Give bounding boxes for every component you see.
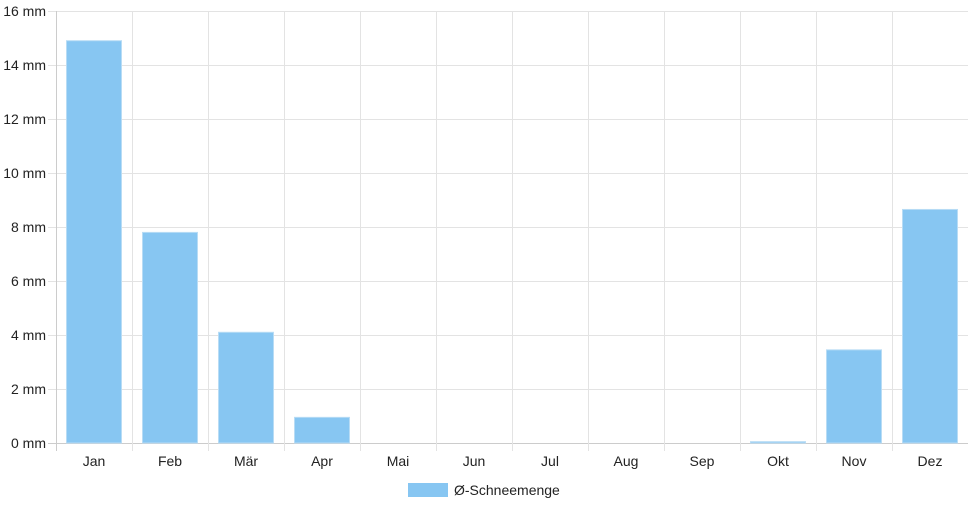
y-tick-label: 4 mm	[11, 327, 46, 343]
y-tick-label: 12 mm	[3, 111, 46, 127]
x-tick-label: Nov	[842, 453, 867, 469]
y-tick-label: 0 mm	[11, 435, 46, 451]
x-tick-label: Jan	[83, 453, 106, 469]
y-tick-label: 6 mm	[11, 273, 46, 289]
x-tick-label: Feb	[158, 453, 182, 469]
bar-mär[interactable]	[218, 331, 274, 444]
x-axis-tick-labels: Jan Feb Mär Apr Mai Jun Jul Aug Sep Okt Nov Dez	[83, 453, 943, 469]
bars	[66, 40, 958, 444]
bar-nov[interactable]	[826, 349, 882, 444]
bar-okt[interactable]	[750, 441, 806, 444]
grid-lines	[48, 11, 968, 451]
bar-apr[interactable]	[294, 416, 350, 444]
bar-dez[interactable]	[902, 208, 958, 444]
y-tick-label: 10 mm	[3, 165, 46, 181]
legend-swatch	[408, 483, 448, 497]
bar-feb[interactable]	[142, 231, 198, 444]
y-tick-label: 14 mm	[3, 57, 46, 73]
x-tick-label: Dez	[918, 453, 943, 469]
y-axis-tick-labels: 0 mm 2 mm 4 mm 6 mm 8 mm 10 mm 12 mm 14 mm 16 mm	[3, 3, 46, 451]
y-tick-label: 2 mm	[11, 381, 46, 397]
y-tick-label: 8 mm	[11, 219, 46, 235]
legend[interactable]: Ø-Schneemenge	[408, 482, 560, 498]
x-tick-label: Mär	[234, 453, 258, 469]
x-tick-label: Mai	[387, 453, 410, 469]
legend-label: Ø-Schneemenge	[454, 482, 560, 498]
x-tick-label: Okt	[767, 453, 789, 469]
x-tick-label: Aug	[614, 453, 639, 469]
x-tick-label: Apr	[311, 453, 333, 469]
y-tick-label: 16 mm	[3, 3, 46, 19]
x-tick-label: Jun	[463, 453, 486, 469]
bar-jan[interactable]	[66, 40, 122, 444]
x-tick-label: Jul	[541, 453, 559, 469]
x-tick-label: Sep	[690, 453, 715, 469]
